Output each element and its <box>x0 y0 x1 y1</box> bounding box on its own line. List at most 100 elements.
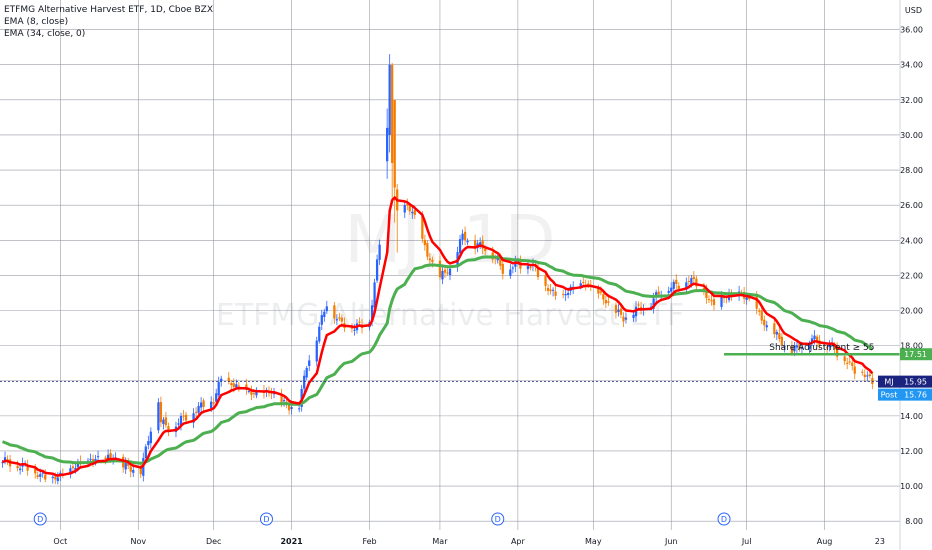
candle-body <box>255 391 258 396</box>
candle-body <box>446 272 449 274</box>
price-label-text: 17.51 <box>904 350 927 359</box>
candle-body <box>604 299 607 304</box>
candle-body <box>861 371 864 373</box>
legend-ema-long[interactable]: EMA (34, close, 0) <box>4 29 86 39</box>
candle-body <box>303 375 306 389</box>
candle-body <box>26 464 29 471</box>
time-axis[interactable]: Oct Nov Dec 2021 Feb Mar Apr May Jun Jul Aug 23 <box>53 537 885 546</box>
candle-body <box>687 280 690 282</box>
dividend-marker <box>259 512 273 526</box>
candle-body <box>54 476 57 480</box>
candle-body <box>848 361 851 363</box>
candle-body <box>373 282 376 308</box>
candle-body <box>421 215 424 239</box>
candle-body <box>298 408 301 410</box>
candle-body <box>44 474 47 480</box>
candle-body <box>76 462 80 468</box>
legend-ema-short[interactable]: EMA (8, close) <box>4 17 69 27</box>
candle-body <box>652 298 655 309</box>
candle-body <box>413 209 416 215</box>
legend-title[interactable]: ETFMG Alternative Harvest ETF, 1D, Cboe … <box>4 5 213 15</box>
candle-body <box>479 242 482 246</box>
candle-body <box>526 266 530 270</box>
candle-body <box>199 402 203 408</box>
y-tick-label: 32.00 <box>900 96 923 105</box>
candle-body <box>197 405 200 413</box>
candle-body <box>815 336 819 343</box>
candle-body <box>250 391 253 395</box>
price-axis[interactable]: 8.0010.0012.0014.0016.0018.0020.0022.002… <box>900 26 923 527</box>
candle-body <box>619 308 623 315</box>
candle-body <box>705 289 708 299</box>
candle-body <box>194 411 198 413</box>
candle-body <box>220 378 223 382</box>
candle-body <box>843 356 846 362</box>
candle-body <box>866 375 869 377</box>
candle-body <box>290 407 293 409</box>
candle-body <box>597 287 600 294</box>
candle-body <box>252 393 256 395</box>
candle-body <box>39 474 42 477</box>
candle-body <box>846 362 849 364</box>
candle-body <box>637 304 640 306</box>
candle-body <box>833 344 836 350</box>
candle-body <box>549 289 552 292</box>
candle-body <box>431 259 434 262</box>
y-tick-label: 14.00 <box>900 412 923 421</box>
candle-body <box>323 311 326 317</box>
candle-body <box>325 306 328 312</box>
dividend-marker <box>491 512 505 526</box>
y-tick-label: 30.00 <box>900 131 923 140</box>
candle-body <box>813 335 816 340</box>
candle-body <box>235 384 238 388</box>
candle-body <box>587 283 590 286</box>
candle-body <box>378 244 381 260</box>
candle-body <box>1 462 4 464</box>
price-label-tag <box>878 375 900 388</box>
share-adjustment-annotation: Share Adjustment ≥ 55 <box>769 343 874 353</box>
candle-body <box>710 300 713 302</box>
candle-body <box>496 257 499 261</box>
candle-body <box>567 292 570 295</box>
candle-body <box>338 317 341 319</box>
candle-body <box>614 304 618 313</box>
candle-body <box>230 383 233 386</box>
candle-body <box>370 305 374 322</box>
candle-body <box>210 401 213 409</box>
candle-body <box>798 344 801 350</box>
candle-body <box>853 366 856 374</box>
currency-label: USD <box>904 6 922 15</box>
candle-body <box>358 321 361 323</box>
candle-body <box>529 267 532 269</box>
candle-body <box>551 289 555 291</box>
x-tick-label: Mar <box>432 537 448 546</box>
candle-body <box>106 454 110 460</box>
x-tick-label: Jun <box>664 537 678 546</box>
candle-body <box>147 441 150 446</box>
candle-body <box>375 259 379 281</box>
dividend-marker <box>33 512 47 526</box>
candle-body <box>438 260 442 278</box>
candle-body <box>546 287 550 291</box>
candle-body <box>129 466 132 472</box>
candle-body <box>868 374 871 377</box>
y-tick-label: 22.00 <box>900 271 923 280</box>
candle-body <box>481 240 484 249</box>
candle-body <box>144 446 147 458</box>
candle-body <box>783 345 786 347</box>
candle-body <box>139 467 142 475</box>
candle-body <box>132 469 135 473</box>
price-label-tag <box>878 388 900 401</box>
candle-body <box>177 423 180 425</box>
candle-body <box>790 345 794 353</box>
candle-body <box>745 297 748 300</box>
candle-body <box>755 296 758 309</box>
candle-body <box>318 326 321 342</box>
candle-body <box>71 466 75 469</box>
candle-body <box>41 472 44 474</box>
candle-body <box>778 333 781 339</box>
candle-body <box>695 278 698 287</box>
candle-body <box>720 296 723 307</box>
